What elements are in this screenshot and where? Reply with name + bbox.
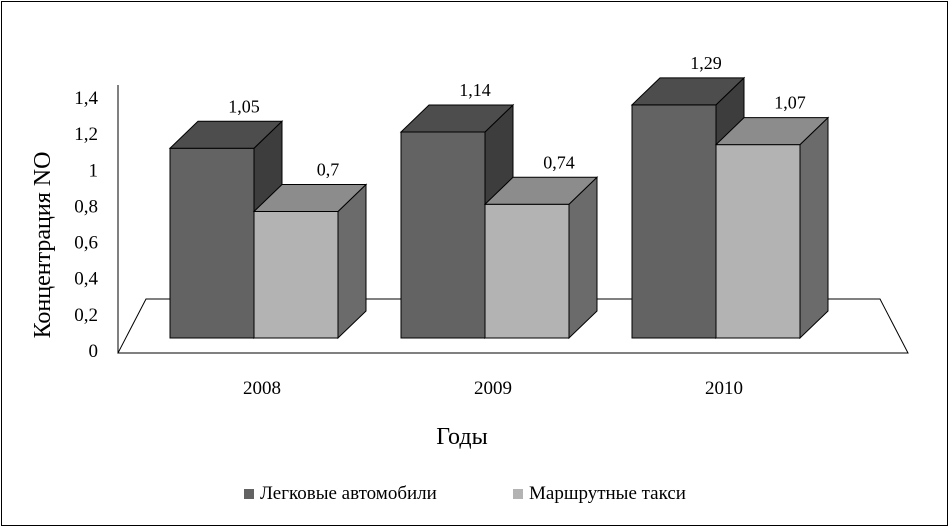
bar-side [568,176,598,340]
bar-side [799,116,829,340]
legend: Легковые автомобили Маршрутные такси [244,483,686,504]
y-tick-label: 1 [89,160,99,181]
bar-top [168,120,284,149]
bar [483,176,599,340]
data-label: 1,29 [690,53,722,73]
bar-front [169,147,255,339]
legend-swatch-minibus [513,489,523,499]
legend-label-cars: Легковые автомобили [260,483,437,504]
data-label: 1,14 [459,80,491,100]
y-axis-title: Концентрация NO [30,152,56,339]
bar-top [252,184,368,212]
bar-front [631,104,717,339]
bar-top [399,104,515,133]
y-tick-label: 0,6 [74,233,98,254]
y-tick-label: 0,4 [74,269,98,290]
bar-front [715,144,801,339]
bar [252,183,368,340]
bar-top [714,117,830,146]
y-tick-label: 1,2 [74,124,98,145]
x-tick-label: 2010 [705,378,743,399]
legend-swatch-cars [244,489,254,499]
y-tick-label: 0,2 [74,305,98,326]
data-label: 1,07 [774,93,806,113]
data-label: 0,7 [317,160,340,180]
legend-label-minibus: Маршрутные такси [529,483,686,504]
x-axis-title: Годы [436,424,487,450]
x-tick-label: 2008 [243,378,281,399]
x-tick-label: 2009 [474,378,512,399]
bar-front [400,131,486,339]
bar-front [484,203,570,339]
bar-top [630,77,746,106]
y-tick-label: 0 [89,341,99,362]
bar [168,120,284,340]
bar [714,116,830,340]
bar-front [253,211,339,339]
data-label: 0,74 [543,152,575,172]
y-tick-label: 0,8 [74,196,98,217]
data-label: 1,05 [228,96,260,116]
bar-top [483,176,599,205]
y-tick-label: 1,4 [74,88,98,109]
